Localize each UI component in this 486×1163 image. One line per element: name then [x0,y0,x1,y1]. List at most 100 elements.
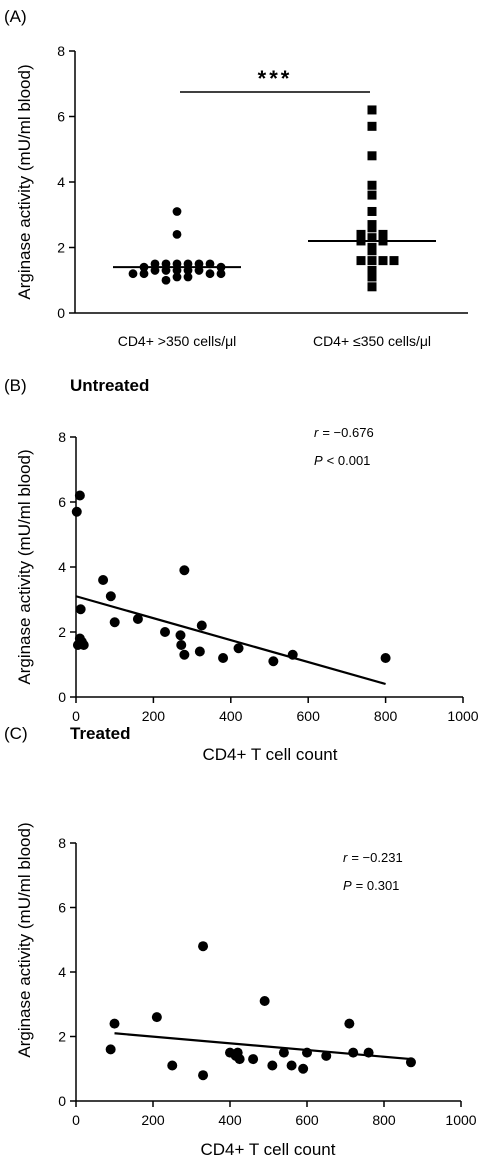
x-tick-label: 1000 [447,708,478,724]
panel-c-p-symbol: P [343,878,352,893]
data-point [267,1060,278,1071]
data-point-square [367,282,377,292]
y-tick-label: 2 [58,624,66,640]
panel-a-label: (A) [4,7,27,26]
panel-c-label: (C) [4,724,28,743]
data-point [132,614,143,624]
data-point [179,649,190,660]
panel-b-plot: 0 2 4 6 8 0 200 400 600 800 1000 [58,429,479,724]
y-tick-label: 0 [58,1093,66,1109]
regression-line [114,1032,412,1061]
data-point [75,604,86,615]
data-point-square [367,265,377,275]
data-point [109,617,120,628]
data-point-circle [172,207,182,216]
panel-c-y-axis-label: Arginase activity (mU/ml blood) [15,822,34,1057]
panel-b-p-symbol: P [314,453,323,468]
panel-c-x-axis-label: CD4+ T cell count [201,1140,336,1159]
panel-b-y-axis-label: Arginase activity (mU/ml blood) [15,449,34,684]
data-point [196,620,207,631]
data-point-square [356,256,366,266]
data-point [175,630,186,641]
panel-c-title: Treated [70,724,130,743]
data-point-square [378,229,388,239]
x-tick-label: 0 [72,1112,80,1128]
data-point-square [389,256,399,266]
panel-b: (B) Untreated Arginase activity (mU/ml b… [4,376,479,764]
y-tick-label: 8 [58,429,66,445]
x-tick-label: 0 [72,708,80,724]
data-point-circle [150,259,160,269]
x-tick-label: 200 [142,708,166,724]
data-point [71,506,82,517]
data-point [176,640,187,650]
panel-c-plot: 0 2 4 6 8 0 200 400 600 800 1000 [58,835,477,1128]
panel-c-p-stat: P = 0.301 [343,878,399,893]
data-point-circle [183,259,193,269]
data-point [105,591,116,602]
data-point-square [367,105,377,115]
panel-b-r-stat: r = −0.676 [314,425,374,440]
data-point [218,653,229,663]
x-tick-label: 400 [219,708,243,724]
data-point-square [378,256,388,266]
data-point [74,490,85,501]
data-point-circle [205,259,215,269]
panel-a-y-axis-label: Arginase activity (mU/ml blood) [15,64,34,299]
y-tick-label: 0 [58,689,66,705]
data-point-circle [172,230,182,239]
data-point-square [367,233,377,243]
panel-b-x-axis-label: CD4+ T cell count [203,745,338,764]
significance-stars: *** [258,66,293,91]
y-tick-label: 8 [57,43,65,59]
data-point [234,1054,245,1065]
y-tick-label: 4 [57,174,65,190]
data-point [109,1018,120,1029]
data-point [151,1012,162,1023]
panel-c: (C) Treated Arginase activity (mU/ml blo… [4,724,477,1159]
panel-a-y-ticks: 0 2 4 6 8 [57,43,75,321]
data-point [286,1060,297,1071]
x-tick-label: 1000 [445,1112,476,1128]
data-point-square [356,229,366,239]
data-point [268,656,279,667]
data-point-square [367,190,377,200]
data-point-square [367,256,377,266]
category-label-low-cd4: CD4+ ≤350 cells/μl [313,333,431,349]
panel-a: (A) Arginase activity (mU/ml blood) 0 2 4 6… [4,7,468,349]
panel-c-r-symbol: r [343,850,348,865]
data-point-circle [172,272,182,282]
data-point [98,575,109,585]
data-point [198,941,209,952]
data-point-circle [139,269,149,279]
x-tick-label: 800 [372,1112,396,1128]
data-point-square [367,246,377,256]
y-tick-label: 0 [57,305,65,321]
data-point [321,1050,332,1061]
y-tick-label: 2 [57,240,65,256]
data-point-circle [172,259,182,269]
data-point-circle [194,266,204,275]
data-point-square [367,121,377,131]
data-point-square [367,223,377,233]
y-tick-label: 8 [58,835,66,851]
panel-a-groups [113,105,436,292]
data-point [298,1063,309,1074]
data-point-circle [172,266,182,275]
data-point [233,643,244,654]
panel-b-p-value: < 0.001 [327,453,371,468]
data-point-circle [183,272,193,282]
panel-b-label: (B) [4,376,27,395]
panel-b-r-symbol: r [314,425,319,440]
y-tick-label: 4 [58,964,66,980]
data-point [198,1070,209,1081]
data-point [194,646,205,657]
data-point [179,565,190,576]
data-point [348,1047,359,1058]
data-point-circle [150,266,160,275]
data-point [105,1044,116,1055]
panel-b-title: Untreated [70,376,149,395]
data-point-circle [128,269,138,279]
x-tick-label: 200 [141,1112,165,1128]
data-point [160,627,171,637]
